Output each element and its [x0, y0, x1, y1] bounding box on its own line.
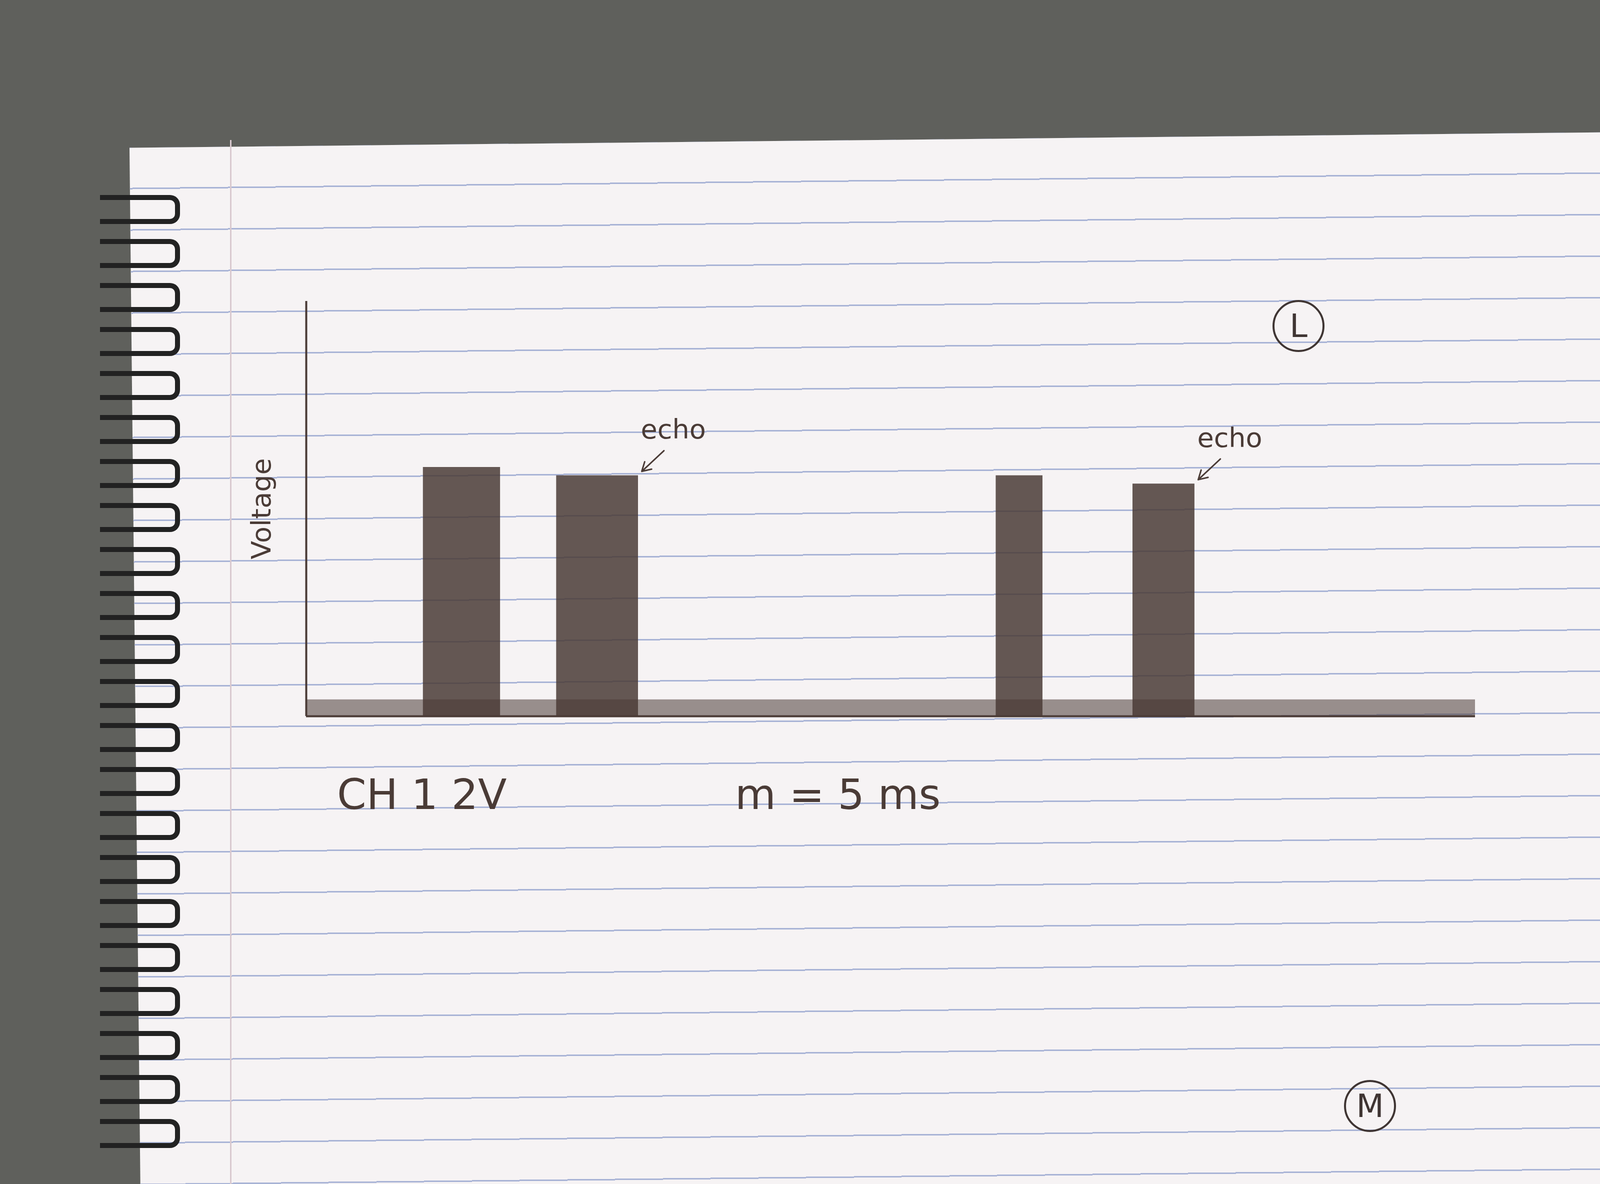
svg-text:echo: echo [641, 413, 706, 445]
svg-text:echo: echo [1197, 422, 1262, 454]
html-text:M: M [1356, 1087, 1384, 1125]
html-text:m = 5 ms: m = 5 ms [735, 770, 941, 819]
svg-text:Voltage: Voltage [245, 458, 277, 560]
html-text:CH 1 2V: CH 1 2V [337, 770, 507, 819]
html-text:L: L [1289, 307, 1308, 345]
